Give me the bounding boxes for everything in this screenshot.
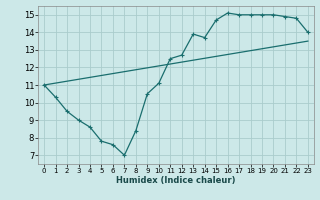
X-axis label: Humidex (Indice chaleur): Humidex (Indice chaleur): [116, 176, 236, 185]
